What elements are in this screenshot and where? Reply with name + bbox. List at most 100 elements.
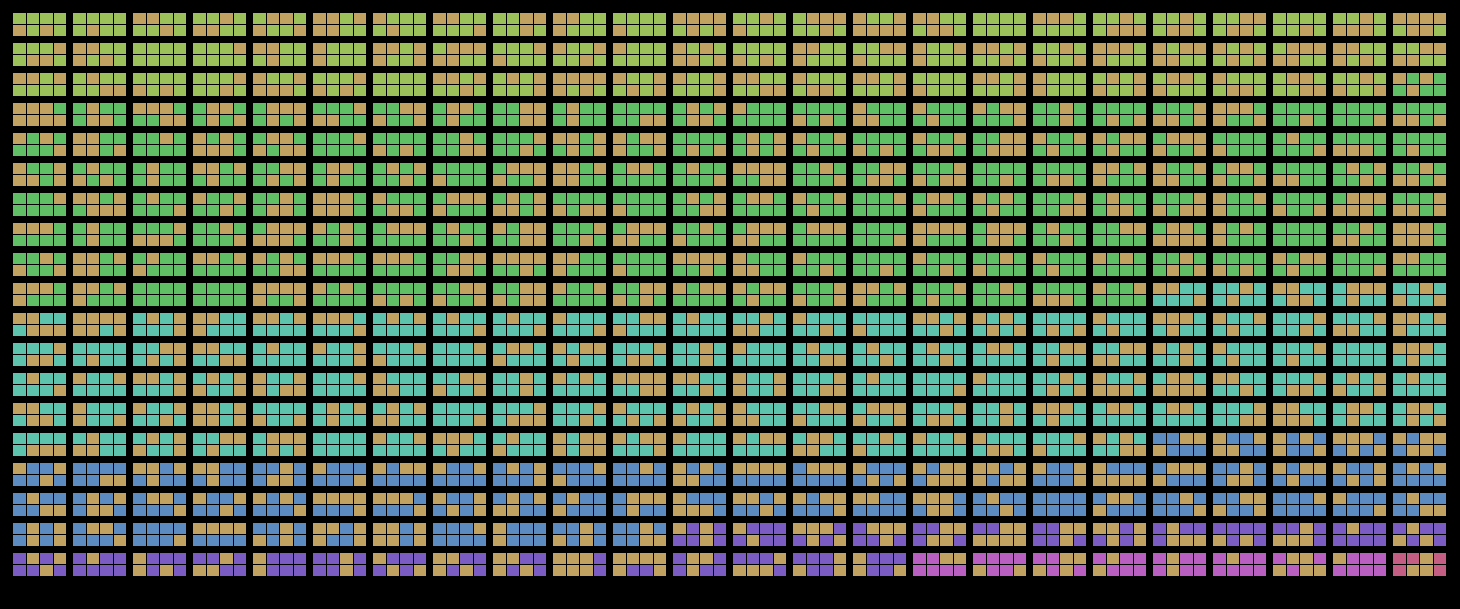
tiling-cell	[1093, 565, 1106, 576]
tiling-cell	[253, 265, 266, 276]
tiling-cell	[280, 73, 293, 84]
tiling-cell	[1393, 385, 1406, 396]
tiling-cell	[1106, 145, 1119, 156]
tiling-cell	[1406, 235, 1419, 246]
tiling-cell	[926, 223, 939, 234]
tiling-cell	[760, 193, 773, 204]
tiling-cell	[400, 265, 413, 276]
tiling-cell	[146, 445, 159, 456]
tiling-cell	[833, 103, 846, 114]
tiling-tile	[612, 72, 669, 99]
tiling-cell	[926, 403, 939, 414]
tiling-cell	[40, 13, 53, 24]
tiling-cell	[640, 205, 653, 216]
tiling-cell	[340, 355, 353, 366]
tiling-cell	[913, 403, 926, 414]
tiling-tile	[1272, 342, 1329, 369]
tiling-tile	[1212, 462, 1269, 489]
tiling-tile	[912, 12, 969, 39]
tiling-cell	[793, 223, 806, 234]
tiling-cell	[280, 223, 293, 234]
tiling-cell	[760, 523, 773, 534]
tiling-cell	[493, 145, 506, 156]
tiling-tile	[552, 42, 609, 69]
tiling-cell	[613, 175, 626, 186]
tiling-cell	[1333, 133, 1346, 144]
tiling-cell	[293, 445, 306, 456]
tiling-tile	[1392, 162, 1449, 189]
tiling-cell	[1346, 493, 1359, 504]
tiling-cell	[1073, 43, 1086, 54]
tiling-cell	[146, 265, 159, 276]
tiling-cell	[1193, 295, 1206, 306]
tiling-cell	[193, 433, 206, 444]
tiling-cell	[520, 13, 533, 24]
tiling-cell	[1106, 163, 1119, 174]
tiling-cell	[1240, 445, 1253, 456]
tiling-tile	[372, 372, 429, 399]
tiling-cell	[1120, 13, 1133, 24]
tiling-cell	[1046, 403, 1059, 414]
tiling-cell	[1093, 103, 1106, 114]
tiling-cell	[1420, 373, 1433, 384]
tiling-cell	[400, 325, 413, 336]
tiling-cell	[1213, 43, 1226, 54]
tiling-cell	[100, 85, 113, 96]
tiling-cell	[133, 103, 146, 114]
tiling-cell	[1133, 133, 1146, 144]
tiling-tile	[252, 282, 309, 309]
tiling-cell	[326, 283, 339, 294]
tiling-cell	[326, 55, 339, 66]
tiling-cell	[893, 175, 906, 186]
tiling-cell	[1300, 565, 1313, 576]
tiling-cell	[1313, 13, 1326, 24]
tiling-tile	[672, 492, 729, 519]
tiling-cell	[313, 505, 326, 516]
tiling-cell	[686, 325, 699, 336]
tiling-cell	[1300, 403, 1313, 414]
tiling-cell	[760, 133, 773, 144]
tiling-tile	[12, 162, 69, 189]
tiling-cell	[1273, 445, 1286, 456]
tiling-cell	[100, 535, 113, 546]
tiling-cell	[793, 145, 806, 156]
tiling-tile	[192, 222, 249, 249]
tiling-cell	[700, 445, 713, 456]
tiling-cell	[340, 553, 353, 564]
tiling-cell	[640, 403, 653, 414]
tiling-cell	[1300, 133, 1313, 144]
tiling-cell	[640, 103, 653, 114]
tiling-cell	[340, 175, 353, 186]
tiling-cell	[1073, 115, 1086, 126]
tiling-cell	[173, 13, 186, 24]
tiling-cell	[313, 535, 326, 546]
tiling-cell	[53, 433, 66, 444]
tiling-cell	[653, 373, 666, 384]
tiling-cell	[793, 283, 806, 294]
tiling-cell	[40, 193, 53, 204]
tiling-cell	[580, 373, 593, 384]
tiling-cell	[1133, 373, 1146, 384]
tiling-cell	[553, 445, 566, 456]
tiling-cell	[1226, 85, 1239, 96]
tiling-tile	[1332, 312, 1389, 339]
tiling-cell	[73, 343, 86, 354]
tiling-cell	[1106, 265, 1119, 276]
tiling-cell	[446, 445, 459, 456]
tiling-cell	[353, 415, 366, 426]
tiling-cell	[746, 223, 759, 234]
tiling-cell	[1013, 43, 1026, 54]
tiling-cell	[566, 523, 579, 534]
tiling-cell	[193, 55, 206, 66]
tiling-cell	[266, 55, 279, 66]
tiling-cell	[146, 163, 159, 174]
tiling-cell	[313, 163, 326, 174]
tiling-cell	[893, 103, 906, 114]
tiling-cell	[13, 193, 26, 204]
tiling-cell	[833, 505, 846, 516]
tiling-cell	[853, 403, 866, 414]
tiling-tile	[1392, 522, 1449, 549]
tiling-cell	[626, 385, 639, 396]
tiling-cell	[340, 115, 353, 126]
tiling-cell	[1333, 55, 1346, 66]
